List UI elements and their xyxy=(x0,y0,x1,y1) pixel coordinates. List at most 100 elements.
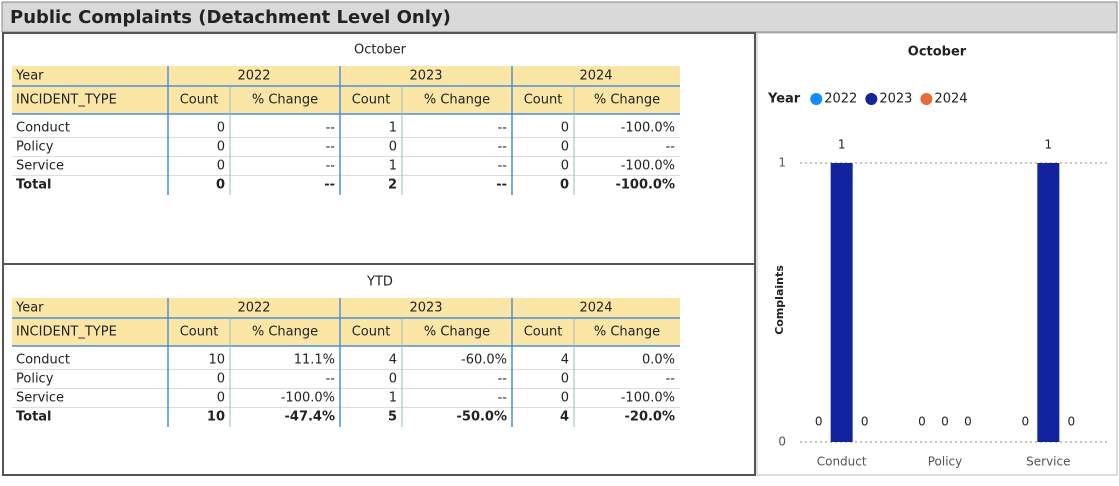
cell: -20.0% xyxy=(625,410,676,425)
cell: 4 xyxy=(389,353,397,368)
data-label: 0 xyxy=(1068,415,1076,429)
sub-header: % Change xyxy=(424,93,490,108)
cell: 0 xyxy=(217,159,225,174)
bar xyxy=(830,163,853,442)
year-header: 2024 xyxy=(579,69,612,84)
cell: 1 xyxy=(389,391,397,406)
cell: -50.0% xyxy=(457,410,508,425)
cell: -- xyxy=(496,178,507,193)
data-label: 0 xyxy=(815,415,823,429)
cell: -- xyxy=(498,140,508,155)
sub-header: Count xyxy=(524,325,563,340)
cell: -- xyxy=(498,159,508,174)
cell: 0 xyxy=(217,372,225,387)
page-title: Public Complaints (Detachment Level Only… xyxy=(10,7,451,28)
cell: 11.1% xyxy=(294,353,335,368)
year-header: 2022 xyxy=(237,69,270,84)
table-title: YTD xyxy=(366,275,393,290)
title-bar xyxy=(1,1,1118,33)
legend-title: Year xyxy=(767,92,801,107)
cell: 0 xyxy=(560,178,569,193)
cell: -- xyxy=(498,391,508,406)
data-label: 0 xyxy=(861,415,869,429)
cell: -60.0% xyxy=(461,353,507,368)
cell: -- xyxy=(666,372,676,387)
table-title: October xyxy=(354,43,407,58)
legend-label: 2024 xyxy=(934,92,967,107)
x-tick-label: Conduct xyxy=(817,455,867,469)
data-label: 0 xyxy=(918,415,926,429)
cell: 1 xyxy=(389,159,397,174)
sub-header: Count xyxy=(352,325,391,340)
header-bg xyxy=(12,66,680,114)
row-label: Service xyxy=(16,159,64,174)
year-header: 2023 xyxy=(409,301,442,316)
cell: -100.0% xyxy=(615,178,675,193)
sub-header: % Change xyxy=(594,325,660,340)
cell: -100.0% xyxy=(621,391,675,406)
x-tick-label: Policy xyxy=(928,455,963,469)
cell: -- xyxy=(498,121,508,136)
sub-header: Count xyxy=(352,93,391,108)
cell: 0 xyxy=(216,178,225,193)
row-label: Policy xyxy=(16,140,54,155)
data-label: 0 xyxy=(964,415,972,429)
cell: 0 xyxy=(561,159,569,174)
cell: 0 xyxy=(217,121,225,136)
row-label-header: INCIDENT_TYPE xyxy=(16,93,117,108)
cell: -- xyxy=(326,121,336,136)
cell: -- xyxy=(326,140,336,155)
cell: 0 xyxy=(561,121,569,136)
sub-header: Count xyxy=(180,93,219,108)
cell: -100.0% xyxy=(621,159,675,174)
cell: 0 xyxy=(561,140,569,155)
row-label: Service xyxy=(16,391,64,406)
cell: -- xyxy=(324,178,335,193)
cell: 0 xyxy=(217,391,225,406)
cell: 0 xyxy=(389,140,397,155)
right-panel xyxy=(756,32,1118,476)
sub-header: % Change xyxy=(594,93,660,108)
cell: 0 xyxy=(561,391,569,406)
legend-swatch xyxy=(865,93,878,105)
legend-swatch xyxy=(920,93,933,105)
year-header: 2022 xyxy=(237,301,270,316)
row-label: Total xyxy=(16,178,52,193)
year-header: 2024 xyxy=(579,301,612,316)
legend-label: 2023 xyxy=(879,92,912,107)
data-label: 1 xyxy=(1045,138,1053,152)
sub-header: % Change xyxy=(252,93,318,108)
left-panel xyxy=(2,32,756,476)
year-label: Year xyxy=(15,69,44,84)
sub-header: % Change xyxy=(252,325,318,340)
x-tick-label: Service xyxy=(1026,455,1070,469)
y-axis-label: Complaints xyxy=(773,265,786,335)
cell: 10 xyxy=(208,353,225,368)
cell: -- xyxy=(498,372,508,387)
cell: -100.0% xyxy=(621,121,675,136)
data-label: 1 xyxy=(838,138,846,152)
row-label-header: INCIDENT_TYPE xyxy=(16,325,117,340)
cell: 4 xyxy=(560,410,569,425)
cell: 10 xyxy=(207,410,225,425)
sub-header: % Change xyxy=(424,325,490,340)
y-tick-label: 0 xyxy=(778,435,786,449)
cell: 1 xyxy=(389,121,397,136)
data-label: 0 xyxy=(1022,415,1030,429)
legend-swatch xyxy=(810,93,823,105)
data-label: 0 xyxy=(941,415,949,429)
sub-header: Count xyxy=(524,93,563,108)
cell: 2 xyxy=(388,178,397,193)
cell: -- xyxy=(326,159,336,174)
cell: -- xyxy=(666,140,676,155)
row-label: Policy xyxy=(16,372,54,387)
chart-title: October xyxy=(908,45,967,60)
year-header: 2023 xyxy=(409,69,442,84)
cell: -- xyxy=(326,372,336,387)
row-label: Conduct xyxy=(16,353,70,368)
cell: 4 xyxy=(561,353,569,368)
header-bg xyxy=(12,298,680,346)
cell: 5 xyxy=(388,410,397,425)
cell: 0 xyxy=(561,372,569,387)
